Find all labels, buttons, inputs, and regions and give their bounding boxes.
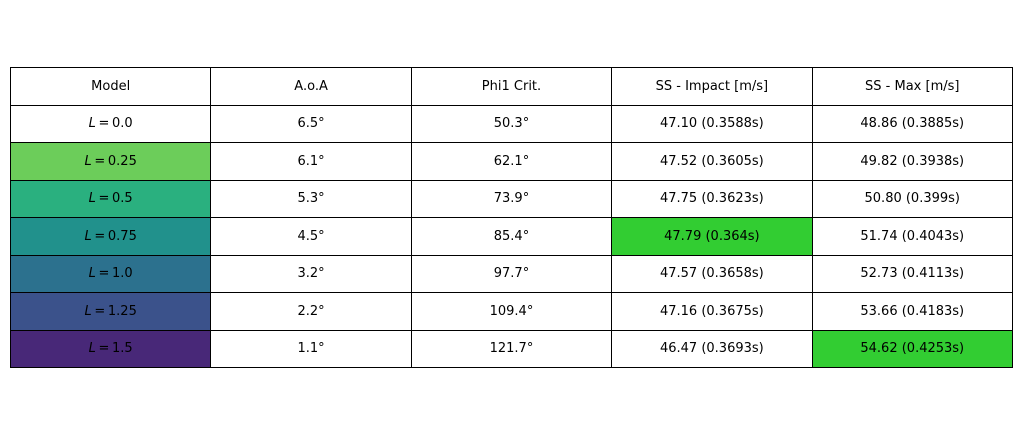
phi1-crit-cell: 62.1° bbox=[410, 142, 613, 181]
model-equals-sign: = bbox=[95, 266, 113, 282]
model-equals-sign: = bbox=[91, 228, 108, 244]
model-equals-sign: = bbox=[91, 303, 108, 319]
aoa-cell: 5.3° bbox=[210, 179, 412, 218]
table-row: L = 0.0 6.5° 50.3° 47.10 (0.3588s) 48.86 (0.… bbox=[9, 104, 1013, 143]
table-row: L = 1.25 2.2° 109.4° 47.16 (0.3675s) 53.66 (… bbox=[9, 292, 1013, 331]
table-row: L = 0.5 5.3° 73.9° 47.75 (0.3623s) 50.80 (0.… bbox=[9, 179, 1013, 218]
model-value: 0.0 bbox=[112, 116, 133, 132]
model-value: 1.5 bbox=[112, 341, 133, 357]
phi1-crit-cell: 97.7° bbox=[410, 254, 613, 293]
model-variable: L bbox=[88, 116, 96, 132]
header-ss-impact: SS - Impact [m/s] bbox=[611, 67, 813, 106]
ss-impact-cell: 47.10 (0.3588s) bbox=[611, 104, 813, 143]
table-row: L = 0.25 6.1° 62.1° 47.52 (0.3605s) 49.82 (0… bbox=[9, 142, 1013, 181]
ss-max-cell: 51.74 (0.4043s) bbox=[811, 217, 1013, 256]
model-variable: L bbox=[84, 228, 92, 244]
model-cell: L = 1.25 bbox=[9, 292, 212, 331]
model-value: 1.25 bbox=[107, 303, 137, 319]
model-equals-sign: = bbox=[95, 116, 113, 132]
model-cell: L = 1.5 bbox=[9, 329, 212, 368]
header-phi1-crit: Phi1 Crit. bbox=[410, 67, 613, 106]
ss-impact-cell: 47.16 (0.3675s) bbox=[611, 292, 813, 331]
model-cell: L = 0.5 bbox=[9, 179, 212, 218]
header-aoa: A.o.A bbox=[210, 67, 412, 106]
table-row: L = 0.75 4.5° 85.4° 47.79 (0.364s) 51.74 (0.… bbox=[9, 217, 1013, 256]
aoa-cell: 3.2° bbox=[210, 254, 412, 293]
model-variable: L bbox=[84, 153, 92, 169]
model-value: 0.25 bbox=[107, 153, 137, 169]
aoa-cell: 6.5° bbox=[210, 104, 412, 143]
phi1-crit-cell: 73.9° bbox=[410, 179, 613, 218]
table-row: L = 1.5 1.1° 121.7° 46.47 (0.3693s) 54.62 (0… bbox=[9, 329, 1013, 368]
phi1-crit-cell: 50.3° bbox=[410, 104, 613, 143]
ss-impact-cell: 47.57 (0.3658s) bbox=[611, 254, 813, 293]
ss-impact-cell: 47.75 (0.3623s) bbox=[611, 179, 813, 218]
model-variable: L bbox=[88, 191, 96, 207]
phi1-crit-cell: 85.4° bbox=[410, 217, 613, 256]
model-value: 0.5 bbox=[112, 191, 133, 207]
model-variable: L bbox=[84, 303, 92, 319]
aoa-cell: 4.5° bbox=[210, 217, 412, 256]
ss-max-cell: 49.82 (0.3938s) bbox=[811, 142, 1013, 181]
ss-max-cell: 52.73 (0.4113s) bbox=[811, 254, 1013, 293]
ss-max-cell: 53.66 (0.4183s) bbox=[811, 292, 1013, 331]
model-value: 1.0 bbox=[112, 266, 133, 282]
header-model: Model bbox=[9, 67, 212, 106]
model-cell: L = 1.0 bbox=[9, 254, 212, 293]
aoa-cell: 6.1° bbox=[210, 142, 412, 181]
model-equals-sign: = bbox=[95, 341, 113, 357]
header-row: Model A.o.A Phi1 Crit. SS - Impact [m/s]… bbox=[9, 67, 1013, 106]
model-variable: L bbox=[88, 341, 96, 357]
ss-impact-cell: 46.47 (0.3693s) bbox=[611, 329, 813, 368]
results-table: Model A.o.A Phi1 Crit. SS - Impact [m/s]… bbox=[9, 67, 1013, 368]
model-equals-sign: = bbox=[95, 191, 113, 207]
model-cell: L = 0.75 bbox=[9, 217, 212, 256]
aoa-cell: 1.1° bbox=[210, 329, 412, 368]
aoa-cell: 2.2° bbox=[210, 292, 412, 331]
table-body: L = 0.0 6.5° 50.3° 47.10 (0.3588s) 48.86 (0.… bbox=[9, 104, 1013, 368]
ss-impact-cell: 47.79 (0.364s) bbox=[611, 217, 813, 256]
model-variable: L bbox=[88, 266, 96, 282]
ss-max-cell: 48.86 (0.3885s) bbox=[811, 104, 1013, 143]
phi1-crit-cell: 121.7° bbox=[410, 329, 613, 368]
model-cell: L = 0.0 bbox=[9, 104, 212, 143]
model-value: 0.75 bbox=[107, 228, 137, 244]
model-equals-sign: = bbox=[91, 153, 108, 169]
phi1-crit-cell: 109.4° bbox=[410, 292, 613, 331]
ss-impact-cell: 47.52 (0.3605s) bbox=[611, 142, 813, 181]
header-ss-max: SS - Max [m/s] bbox=[811, 67, 1013, 106]
model-cell: L = 0.25 bbox=[9, 142, 212, 181]
ss-max-cell: 54.62 (0.4253s) bbox=[811, 329, 1013, 368]
table-row: L = 1.0 3.2° 97.7° 47.57 (0.3658s) 52.73 (0.… bbox=[9, 254, 1013, 293]
ss-max-cell: 50.80 (0.399s) bbox=[811, 179, 1013, 218]
